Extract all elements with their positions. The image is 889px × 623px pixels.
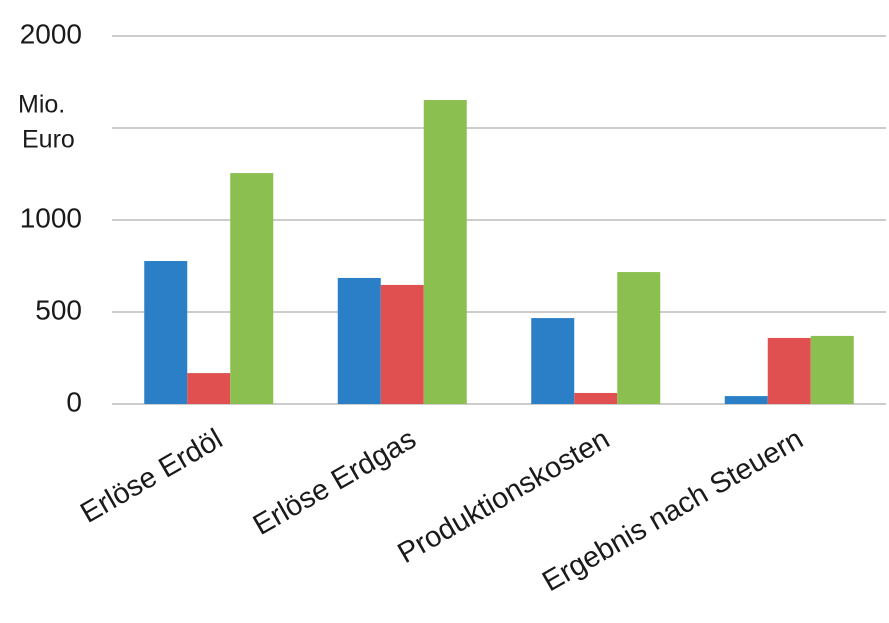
bar [144, 261, 188, 404]
y-axis-label: Euro [22, 126, 75, 154]
bar [423, 100, 467, 405]
bar [187, 373, 231, 404]
y-tick-label: 0 [66, 386, 82, 417]
bar [230, 173, 274, 404]
bar [337, 277, 381, 404]
bar [810, 335, 854, 404]
x-tick-label: Erlöse Erdgas [248, 423, 422, 542]
bar [724, 396, 768, 404]
bar [617, 272, 661, 404]
bar [574, 392, 618, 404]
bar [380, 284, 424, 404]
x-tick-label: Erlöse Erdöl [75, 423, 228, 530]
y-axis-label: Mio. [18, 91, 65, 119]
y-tick-label: 2000 [20, 18, 82, 49]
y-tick-label: 500 [35, 294, 82, 325]
bar [767, 337, 811, 404]
y-tick-label: 1000 [20, 202, 82, 233]
bar [531, 318, 575, 404]
